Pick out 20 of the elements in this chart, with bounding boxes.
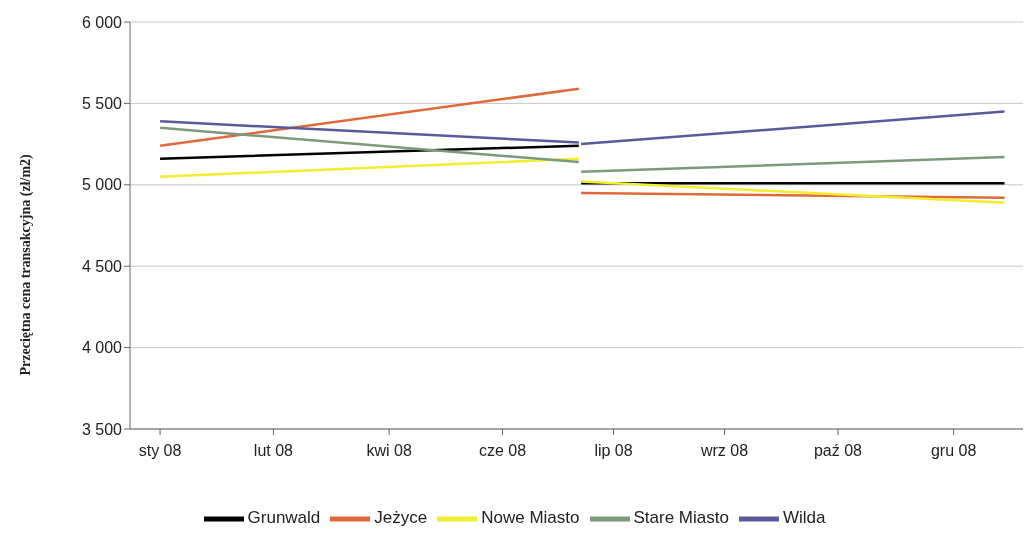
- legend-label: Jeżyce: [374, 508, 428, 528]
- x-tick-label: gru 08: [930, 442, 977, 460]
- x-tick-label: cze 08: [478, 442, 527, 460]
- y-tick-label: 5 500: [81, 95, 123, 113]
- x-tick-label: lut 08: [253, 442, 294, 460]
- y-tick-label: 4 000: [81, 339, 123, 357]
- legend-label: Stare Miasto: [633, 508, 729, 528]
- x-tick-label: sty 08: [138, 442, 182, 460]
- x-tick-label: paź 08: [813, 442, 863, 460]
- y-tick-label: 4 500: [81, 257, 123, 275]
- legend-label: Nowe Miasto: [481, 508, 580, 528]
- y-tick-label: 6 000: [81, 13, 123, 31]
- y-tick-label: 5 000: [81, 176, 123, 194]
- y-axis-title: Przeciętna cena transakcyjna (zł/m2): [17, 153, 34, 376]
- legend-label: Wilda: [782, 508, 826, 528]
- x-tick-label: kwi 08: [366, 442, 412, 460]
- legend-label: Grunwald: [247, 508, 321, 528]
- x-tick-label: wrz 08: [700, 442, 749, 460]
- x-tick-label: lip 08: [594, 442, 633, 460]
- y-tick-label: 3 500: [81, 420, 123, 438]
